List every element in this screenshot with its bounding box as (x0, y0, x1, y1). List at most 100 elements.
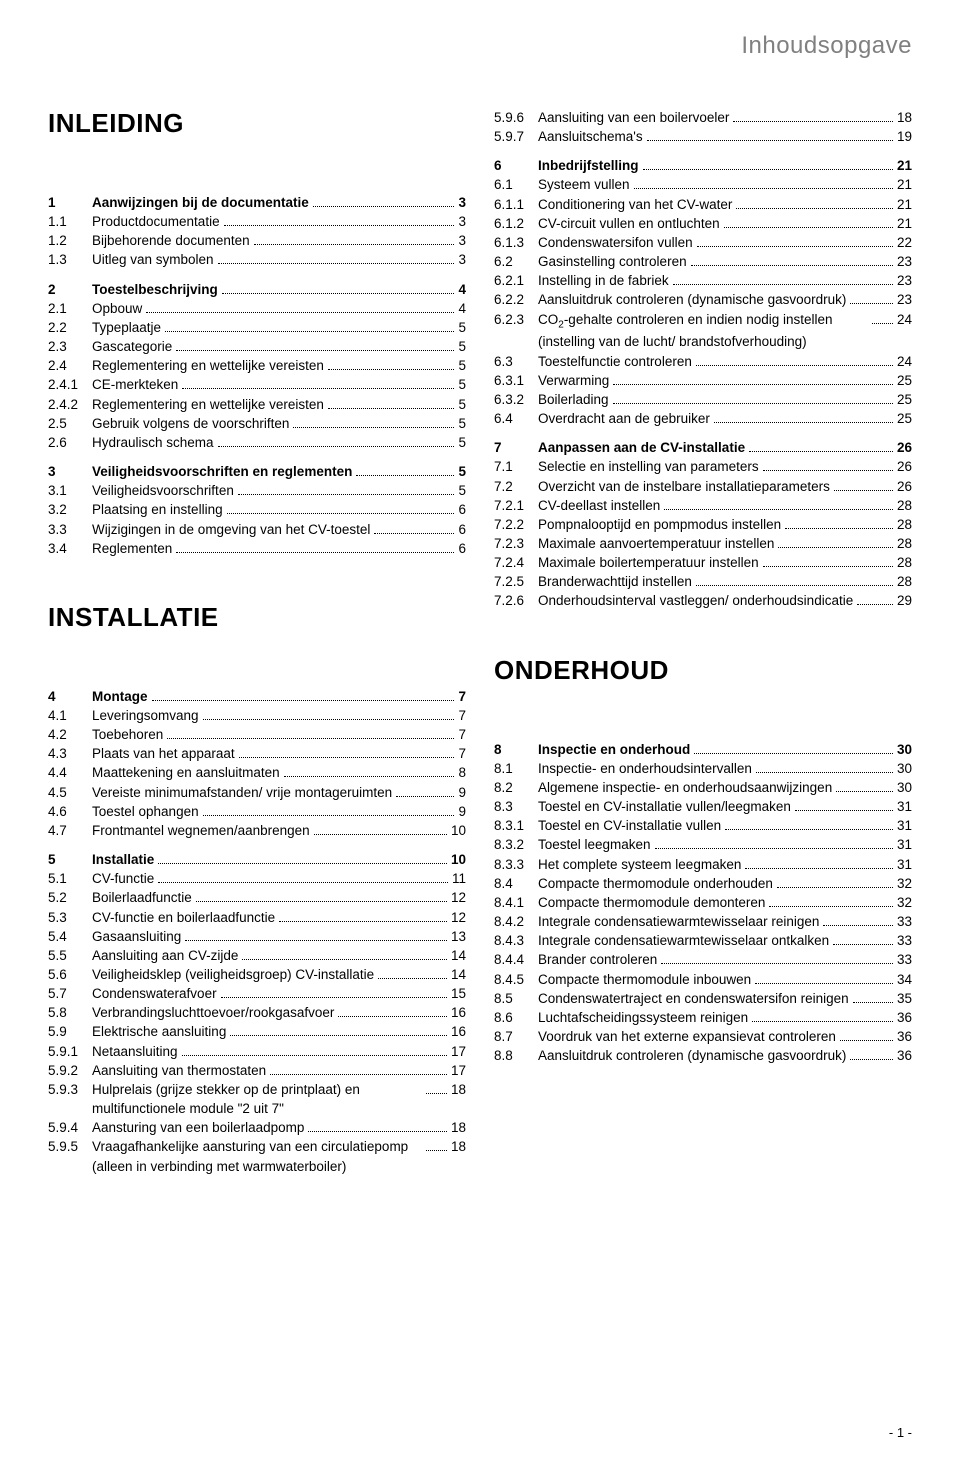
toc-page: 25 (897, 371, 912, 390)
spacer (494, 611, 912, 655)
toc-page: 26 (897, 477, 912, 496)
toc-page: 6 (458, 500, 466, 519)
toc-label: Toestel en CV-installatie vullen/leegmak… (538, 797, 791, 816)
toc-number: 6.3.2 (494, 390, 538, 409)
toc-page: 5 (458, 337, 466, 356)
toc-row: 4.6Toestel ophangen9 (48, 802, 466, 821)
toc-label: Typeplaatje (92, 318, 161, 337)
toc-page: 33 (897, 931, 912, 950)
toc-leader (763, 470, 893, 471)
toc-leader (203, 719, 455, 720)
toc-page: 7 (458, 687, 466, 706)
spacer (48, 270, 466, 280)
toc-row: 4.7Frontmantel wegnemen/aanbrengen10 (48, 821, 466, 840)
toc-row: 6.3.1Verwarming25 (494, 371, 912, 390)
toc-page: 5 (458, 375, 466, 394)
toc-label: Toestelbeschrijving (92, 280, 218, 299)
toc-leader (182, 388, 454, 389)
toc-leader (158, 863, 447, 864)
toc-leader (696, 585, 893, 586)
toc-page: 3 (458, 193, 466, 212)
toc-number: 6.2.3 (494, 310, 538, 329)
toc-row: 8Inspectie en onderhoud30 (494, 740, 912, 759)
toc-leader (308, 1131, 447, 1132)
toc-row: 7.2.1CV-deellast instellen28 (494, 496, 912, 515)
toc-number: 7 (494, 438, 538, 457)
toc-number: 3.2 (48, 500, 92, 519)
toc-page: 18 (897, 108, 912, 127)
toc-leader (167, 738, 454, 739)
toc-label: Maximale boilertemperatuur instellen (538, 553, 759, 572)
toc-page: 4 (458, 280, 466, 299)
toc-page: 7 (458, 706, 466, 725)
toc-row: 8.3.3Het complete systeem leegmaken31 (494, 855, 912, 874)
toc-page: 18 (451, 1137, 466, 1156)
toc-page: 26 (897, 438, 912, 457)
toc-leader (778, 547, 893, 548)
spacer (494, 428, 912, 438)
toc-number: 5.5 (48, 946, 92, 965)
toc-page: 7 (458, 744, 466, 763)
toc-label: Conditionering van het CV-water (538, 195, 732, 214)
toc-page: 17 (451, 1061, 466, 1080)
toc-leader (850, 1059, 893, 1060)
toc-page: 26 (897, 457, 912, 476)
toc-leader (694, 753, 893, 754)
toc-label: Aanpassen aan de CV-installatie (538, 438, 745, 457)
toc-label: Gebruik volgens de voorschriften (92, 414, 289, 433)
toc-number: 2.3 (48, 337, 92, 356)
toc-page: 30 (897, 759, 912, 778)
toc-row: 7.2Overzicht van de instelbare installat… (494, 477, 912, 496)
toc-row: 2.4.1CE-merkteken5 (48, 375, 466, 394)
toc-row: 1.2Bijbehorende documenten3 (48, 231, 466, 250)
toc-label: Branderwachttijd instellen (538, 572, 692, 591)
toc-number: 8.6 (494, 1008, 538, 1027)
toc-number: 5.9.2 (48, 1061, 92, 1080)
toc-label: CE-merkteken (92, 375, 178, 394)
toc-label: Inbedrijfstelling (538, 156, 639, 175)
toc-leader (756, 772, 893, 773)
toc-label: CV-deellast instellen (538, 496, 660, 515)
toc-label: Veiligheidsklep (veiligheidsgroep) CV-in… (92, 965, 374, 984)
toc-row: 6.1.1Conditionering van het CV-water21 (494, 195, 912, 214)
toc-number: 1.3 (48, 250, 92, 269)
toc-label: Veiligheidsvoorschriften en reglementen (92, 462, 352, 481)
toc-number: 6.1.2 (494, 214, 538, 233)
toc-label: Frontmantel wegnemen/aanbrengen (92, 821, 310, 840)
toc-page: 12 (451, 908, 466, 927)
toc-label: Gasinstelling controleren (538, 252, 687, 271)
toc-leader (374, 533, 454, 534)
toc-label: Bijbehorende documenten (92, 231, 250, 250)
toc-leader (840, 1040, 893, 1041)
toc-number: 8.4.4 (494, 950, 538, 969)
toc-row: 8.6Luchtafscheidingssysteem reinigen36 (494, 1008, 912, 1027)
toc-number: 8.4.1 (494, 893, 538, 912)
toc-number: 3 (48, 462, 92, 481)
toc-number: 5.4 (48, 927, 92, 946)
toc-label: Elektrische aansluiting (92, 1022, 226, 1041)
toc-leader (872, 323, 893, 324)
toc-row: 1.3Uitleg van symbolen3 (48, 250, 466, 269)
toc-page: 11 (452, 869, 466, 888)
toc-number: 8.3.3 (494, 855, 538, 874)
toc-leader (218, 446, 455, 447)
toc-number: 8.8 (494, 1046, 538, 1065)
toc-label: Plaatsing en instelling (92, 500, 223, 519)
toc-label: Reglementering en wettelijke vereisten (92, 395, 324, 414)
toc-leader (749, 451, 893, 452)
toc-row: 4.3Plaats van het apparaat7 (48, 744, 466, 763)
toc-leader (647, 140, 893, 141)
toc-row: 8.3Toestel en CV-installatie vullen/leeg… (494, 797, 912, 816)
toc-leader (769, 906, 893, 907)
section-title: ONDERHOUD (494, 655, 912, 686)
toc-column-left: INLEIDING1Aanwijzingen bij de documentat… (48, 108, 466, 1176)
toc-number: 5.1 (48, 869, 92, 888)
toc-leader (328, 408, 455, 409)
toc-label: Toebehoren (92, 725, 163, 744)
toc-leader (158, 882, 448, 883)
toc-page: 31 (897, 855, 912, 874)
toc-leader (857, 604, 893, 605)
toc-number: 8.3.2 (494, 835, 538, 854)
toc-page: 25 (897, 409, 912, 428)
toc-leader (176, 552, 454, 553)
